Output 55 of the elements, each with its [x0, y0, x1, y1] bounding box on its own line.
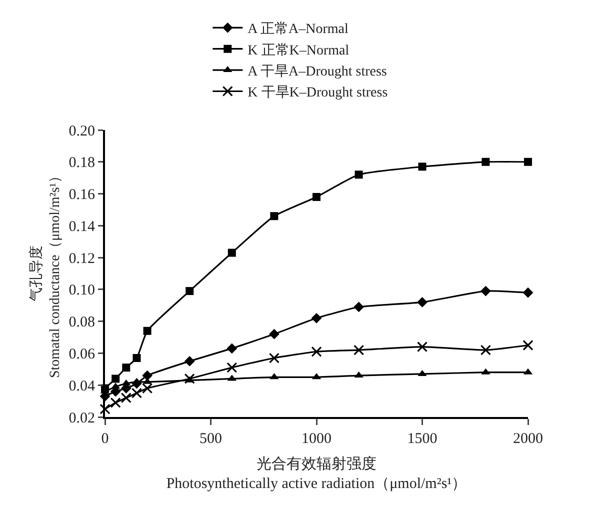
- point: [142, 370, 152, 381]
- point: [354, 344, 364, 356]
- point: [354, 170, 363, 179]
- point: [417, 297, 428, 308]
- point: [143, 326, 152, 335]
- point: [416, 342, 428, 352]
- point: [270, 212, 278, 220]
- y-tick-label: 0.20: [68, 123, 95, 140]
- point: [122, 364, 130, 372]
- point: [226, 343, 238, 354]
- point: [480, 344, 491, 356]
- point: [110, 397, 121, 408]
- x-tick-label: 500: [200, 431, 222, 447]
- point: [142, 383, 153, 394]
- point: [228, 248, 236, 257]
- point: [132, 354, 141, 362]
- y-tick-label: 0.16: [68, 187, 96, 204]
- point: [120, 392, 132, 404]
- point: [131, 388, 142, 398]
- point: [312, 192, 320, 201]
- x-tick-label: 2000: [513, 431, 543, 447]
- point: [112, 374, 120, 383]
- point: [482, 158, 490, 166]
- y-tick-label: 0.14: [68, 218, 96, 235]
- y-axis-title: 气孔导度 Stomatal conductance（μmol/m²s¹）: [28, 168, 63, 378]
- legend-label: K 正常K–Normal: [248, 42, 350, 58]
- x-tick-label: 1000: [302, 431, 332, 447]
- y-tick-label: 0.04: [68, 378, 96, 394]
- point: [184, 373, 195, 384]
- point: [311, 346, 322, 357]
- point: [480, 286, 491, 296]
- legend-label: K 干旱K–Drought stress: [248, 84, 388, 101]
- legend-label: A 正常A–Normal: [248, 21, 348, 38]
- legend-label: A 干旱A–Drought stress: [248, 64, 387, 80]
- point: [184, 356, 195, 366]
- x-axis-title: 光合有效辐射强度 Photosynthetically active radiation（μmol/m²s¹）: [166, 456, 467, 492]
- y-tick-label: 0.10: [68, 282, 95, 299]
- point: [522, 340, 534, 351]
- point: [522, 287, 534, 298]
- point: [311, 312, 322, 324]
- x-tick-label: 0: [101, 431, 109, 447]
- y-tick-label: 0.08: [68, 314, 95, 331]
- point: [418, 162, 426, 171]
- point: [269, 328, 280, 340]
- point: [226, 362, 238, 373]
- point: [186, 287, 194, 296]
- y-tick-label: 0.12: [68, 250, 95, 267]
- point: [524, 158, 532, 166]
- x-tick-label: 1500: [407, 431, 438, 447]
- y-tick-label: 0.02: [68, 410, 95, 426]
- point: [100, 404, 110, 414]
- point: [354, 302, 364, 312]
- y-tick-label: 0.06: [68, 346, 96, 362]
- y-tick-label: 0.18: [68, 155, 95, 172]
- point: [268, 352, 280, 364]
